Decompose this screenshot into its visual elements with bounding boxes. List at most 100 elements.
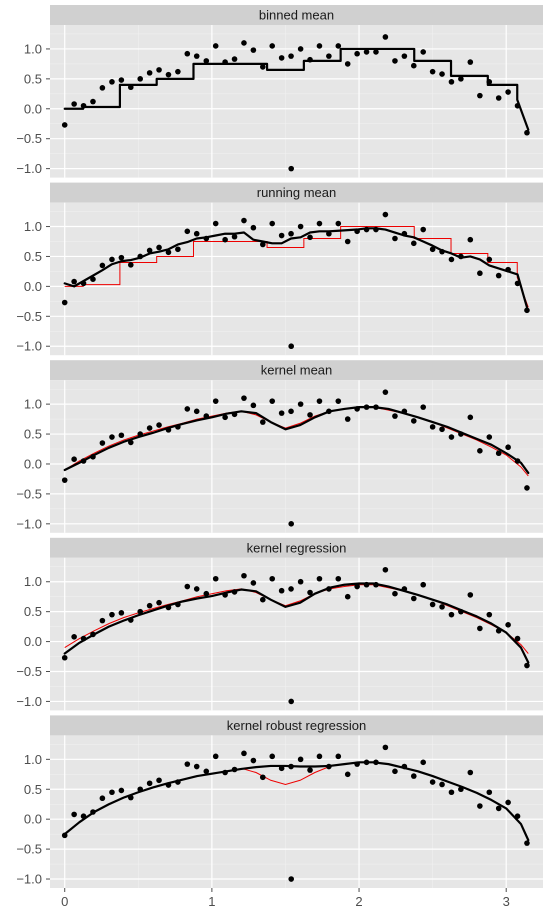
- scatter-point: [298, 401, 304, 407]
- scatter-point: [468, 592, 474, 598]
- scatter-point: [317, 398, 323, 404]
- scatter-point: [119, 432, 125, 438]
- scatter-point: [524, 840, 530, 846]
- scatter-point: [383, 745, 389, 751]
- scatter-point: [147, 70, 153, 76]
- scatter-point: [439, 782, 445, 788]
- scatter-point: [251, 758, 257, 764]
- scatter-point: [524, 663, 530, 669]
- y-tick-label: 0.5: [24, 782, 42, 797]
- scatter-point: [185, 406, 191, 412]
- scatter-point: [439, 426, 445, 432]
- scatter-point: [392, 58, 398, 64]
- y-tick-label: 1.0: [24, 752, 42, 767]
- y-tick-label: −0.5: [16, 486, 42, 501]
- scatter-point: [335, 43, 341, 49]
- facet-strip-title: kernel mean: [261, 363, 333, 378]
- y-tick-label: 1.0: [24, 574, 42, 589]
- scatter-point: [119, 77, 125, 83]
- scatter-point: [194, 409, 200, 415]
- facet-strip-title: kernel robust regression: [227, 718, 366, 733]
- x-tick-label: 3: [503, 894, 510, 909]
- scatter-point: [288, 166, 294, 172]
- scatter-point: [100, 795, 106, 801]
- y-tick-label: 0.0: [24, 101, 42, 116]
- scatter-point: [194, 764, 200, 770]
- scatter-point: [383, 34, 389, 40]
- scatter-point: [411, 63, 417, 69]
- scatter-point: [269, 398, 275, 404]
- scatter-point: [260, 597, 266, 603]
- facet-strip-title: kernel regression: [247, 540, 347, 555]
- y-tick-label: 0.5: [24, 71, 42, 86]
- scatter-point: [505, 800, 511, 806]
- scatter-point: [477, 270, 483, 276]
- scatter-point: [335, 221, 341, 227]
- scatter-point: [241, 40, 247, 46]
- y-tick-label: 0.5: [24, 427, 42, 442]
- scatter-point: [430, 779, 436, 785]
- scatter-point: [241, 395, 247, 401]
- scatter-point: [147, 603, 153, 609]
- scatter-point: [90, 99, 96, 105]
- scatter-point: [345, 771, 351, 777]
- scatter-point: [468, 237, 474, 243]
- scatter-point: [71, 812, 77, 818]
- scatter-point: [288, 231, 294, 237]
- scatter-point: [317, 754, 323, 760]
- scatter-point: [486, 789, 492, 795]
- scatter-point: [260, 419, 266, 425]
- y-tick-label: −0.5: [16, 664, 42, 679]
- scatter-point: [439, 71, 445, 77]
- y-tick-label: 0.5: [24, 249, 42, 264]
- scatter-point: [62, 655, 68, 661]
- scatter-point: [232, 56, 238, 62]
- scatter-point: [288, 699, 294, 705]
- scatter-point: [288, 521, 294, 527]
- scatter-point: [62, 300, 68, 306]
- x-tick-label: 2: [355, 894, 362, 909]
- scatter-point: [100, 440, 106, 446]
- scatter-point: [477, 626, 483, 632]
- scatter-point: [213, 398, 219, 404]
- scatter-point: [449, 257, 455, 263]
- scatter-point: [279, 55, 285, 61]
- scatter-point: [392, 236, 398, 242]
- scatter-point: [251, 580, 257, 586]
- scatter-point: [137, 76, 143, 82]
- scatter-point: [288, 343, 294, 349]
- y-tick-label: 0.0: [24, 456, 42, 471]
- scatter-point: [298, 757, 304, 763]
- scatter-point: [298, 579, 304, 585]
- scatter-point: [109, 612, 115, 618]
- scatter-point: [241, 218, 247, 224]
- y-tick-label: −1.0: [16, 161, 42, 176]
- scatter-point: [71, 634, 77, 640]
- scatter-point: [449, 612, 455, 618]
- scatter-point: [156, 600, 162, 606]
- scatter-point: [477, 448, 483, 454]
- scatter-point: [109, 434, 115, 440]
- scatter-point: [185, 229, 191, 235]
- scatter-point: [175, 246, 181, 252]
- scatter-point: [213, 576, 219, 582]
- y-tick-label: 0.0: [24, 279, 42, 294]
- scatter-point: [449, 434, 455, 440]
- facet-strip-title: binned mean: [259, 8, 334, 23]
- scatter-point: [345, 61, 351, 67]
- scatter-point: [515, 636, 521, 642]
- scatter-point: [166, 72, 172, 78]
- scatter-point: [109, 789, 115, 795]
- scatter-point: [119, 610, 125, 616]
- scatter-point: [128, 262, 134, 268]
- scatter-point: [505, 622, 511, 628]
- scatter-point: [109, 79, 115, 85]
- scatter-point: [119, 255, 125, 261]
- scatter-point: [392, 413, 398, 419]
- scatter-point: [505, 444, 511, 450]
- scatter-point: [449, 79, 455, 85]
- scatter-point: [496, 273, 502, 279]
- scatter-point: [119, 788, 125, 794]
- scatter-point: [402, 53, 408, 59]
- scatter-point: [420, 227, 426, 233]
